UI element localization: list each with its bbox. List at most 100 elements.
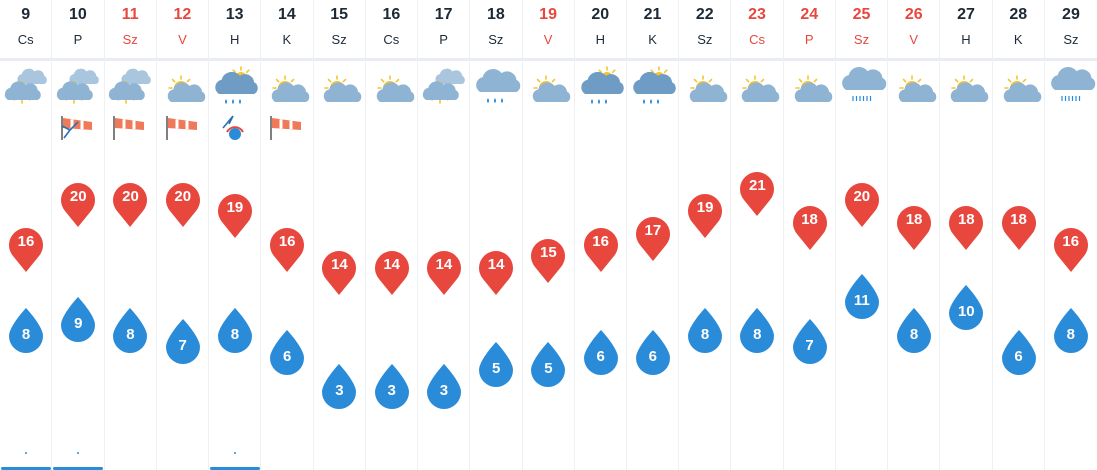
min-temp-label: 10 <box>957 303 975 321</box>
day-column[interactable]: 26 V 18 8 <box>888 0 941 470</box>
partly-sunny-icon <box>167 75 205 102</box>
day-of-week: V <box>178 32 187 47</box>
min-temp-label: 3 <box>439 382 449 399</box>
max-temp-marker: 16 <box>1052 226 1090 274</box>
min-temp-label: 8 <box>700 325 710 343</box>
day-column[interactable]: 14 K 16 6 <box>261 0 314 470</box>
min-temp-label: 8 <box>230 325 240 343</box>
min-temp-label: 8 <box>21 325 31 343</box>
precipitation-bar <box>53 467 104 470</box>
heavy-rain-cloud-icon <box>841 67 887 101</box>
max-temp-marker: 20 <box>164 181 202 229</box>
partly-sunny-icon <box>689 75 728 102</box>
sun-rain-cloud-icon <box>580 66 624 104</box>
min-temp-marker: 10 <box>947 283 985 331</box>
day-column[interactable]: 23 Cs 21 8 <box>731 0 784 470</box>
day-column[interactable]: 13 H 19 8 <box>209 0 262 470</box>
max-temp-marker: 16 <box>582 226 620 274</box>
day-column[interactable]: 22 Sz 19 8 <box>679 0 732 470</box>
max-temp-marker: 21 <box>738 170 776 218</box>
wind-turbine-icon <box>61 116 93 140</box>
precipitation-dot <box>233 452 236 454</box>
max-temp-label: 19 <box>696 199 714 217</box>
day-column[interactable]: 18 Sz 14 5 <box>470 0 523 470</box>
max-temp-label: 14 <box>331 255 348 273</box>
max-temp-marker: 14 <box>477 249 515 297</box>
day-of-week: K <box>282 32 292 47</box>
min-temp-marker: 3 <box>425 362 463 410</box>
day-number: 22 <box>695 6 714 23</box>
min-temp-marker: 6 <box>1000 328 1038 376</box>
day-of-week: Cs <box>749 32 765 47</box>
partly-sunny-icon <box>324 75 362 102</box>
storm-wind-icon <box>222 115 244 140</box>
max-temp-label: 14 <box>435 255 453 273</box>
day-number: 11 <box>121 6 139 23</box>
partly-sunny-icon <box>742 75 780 102</box>
max-temp-label: 19 <box>226 199 244 217</box>
day-column[interactable]: 29 Sz 16 8 <box>1045 0 1097 470</box>
day-column[interactable]: 28 K 18 6 <box>993 0 1045 470</box>
day-of-week: P <box>804 32 814 47</box>
max-temp-marker: 16 <box>268 226 306 274</box>
day-number: 14 <box>277 6 296 23</box>
min-temp-marker: 11 <box>843 272 881 320</box>
day-column[interactable]: 20 H 16 6 <box>575 0 627 470</box>
day-column[interactable]: 24 P 18 7 <box>784 0 836 470</box>
max-temp-marker: 15 <box>529 237 567 285</box>
day-column[interactable]: 11 Sz 20 8 <box>104 0 157 470</box>
day-column[interactable]: 19 V 15 5 <box>522 0 575 470</box>
sun-rain-cloud-icon <box>215 66 258 104</box>
day-of-week: Sz <box>697 32 713 47</box>
day-number: 27 <box>957 6 975 23</box>
day-column[interactable]: 12 V 20 7 <box>157 0 210 470</box>
max-temp-label: 21 <box>748 177 766 194</box>
partly-cloudy-icon <box>4 68 47 104</box>
day-of-week: P <box>439 32 448 47</box>
partly-cloudy-icon <box>109 68 152 104</box>
min-temp-marker: 9 <box>59 295 97 343</box>
day-column[interactable]: 15 Sz 14 3 <box>313 0 366 470</box>
max-temp-marker: 14 <box>320 249 358 297</box>
day-column[interactable]: 10 P 20 9 <box>52 0 105 470</box>
min-temp-marker: 8 <box>738 306 776 354</box>
day-of-week: Cs <box>17 32 34 47</box>
min-temp-marker: 7 <box>791 317 829 365</box>
max-temp-label: 15 <box>540 244 557 262</box>
max-temp-marker: 19 <box>216 192 254 240</box>
day-number: 23 <box>748 6 766 23</box>
day-column[interactable]: 21 K 17 6 <box>627 0 680 470</box>
min-temp-label: 9 <box>74 314 83 332</box>
min-temp-marker: 3 <box>320 362 358 410</box>
min-temp-marker: 6 <box>582 328 620 376</box>
header-divider <box>0 58 1097 61</box>
min-temp-marker: 8 <box>111 306 149 354</box>
windsock-icon <box>270 116 302 140</box>
min-temp-marker: 6 <box>268 328 306 376</box>
day-column[interactable]: 25 Sz 20 11 <box>836 0 889 470</box>
day-number: 25 <box>852 6 871 23</box>
day-of-week: Sz <box>853 32 870 47</box>
partly-sunny-icon <box>271 75 310 102</box>
precipitation-bar <box>1 467 51 470</box>
day-number: 17 <box>434 6 453 23</box>
day-number: 19 <box>539 6 557 23</box>
max-temp-label: 17 <box>644 221 662 239</box>
day-number: 9 <box>21 6 31 23</box>
max-temp-label: 16 <box>278 233 296 251</box>
min-temp-marker: 5 <box>529 340 567 388</box>
partly-cloudy-icon <box>422 68 465 104</box>
min-temp-marker: 8 <box>1052 306 1090 354</box>
day-column[interactable]: 27 H 18 10 <box>940 0 993 470</box>
day-column[interactable]: 9 Cs 16 8 <box>0 0 53 470</box>
day-number: 12 <box>173 6 192 23</box>
min-temp-label: 7 <box>805 337 814 355</box>
day-of-week: K <box>1013 32 1023 47</box>
day-number: 18 <box>486 6 505 23</box>
partly-cloudy-icon <box>57 68 100 104</box>
day-column[interactable]: 16 Cs 14 3 <box>366 0 419 470</box>
day-of-week: Cs <box>383 32 400 47</box>
day-column[interactable]: 17 P 14 3 <box>418 0 471 470</box>
max-temp-marker: 20 <box>111 181 149 229</box>
